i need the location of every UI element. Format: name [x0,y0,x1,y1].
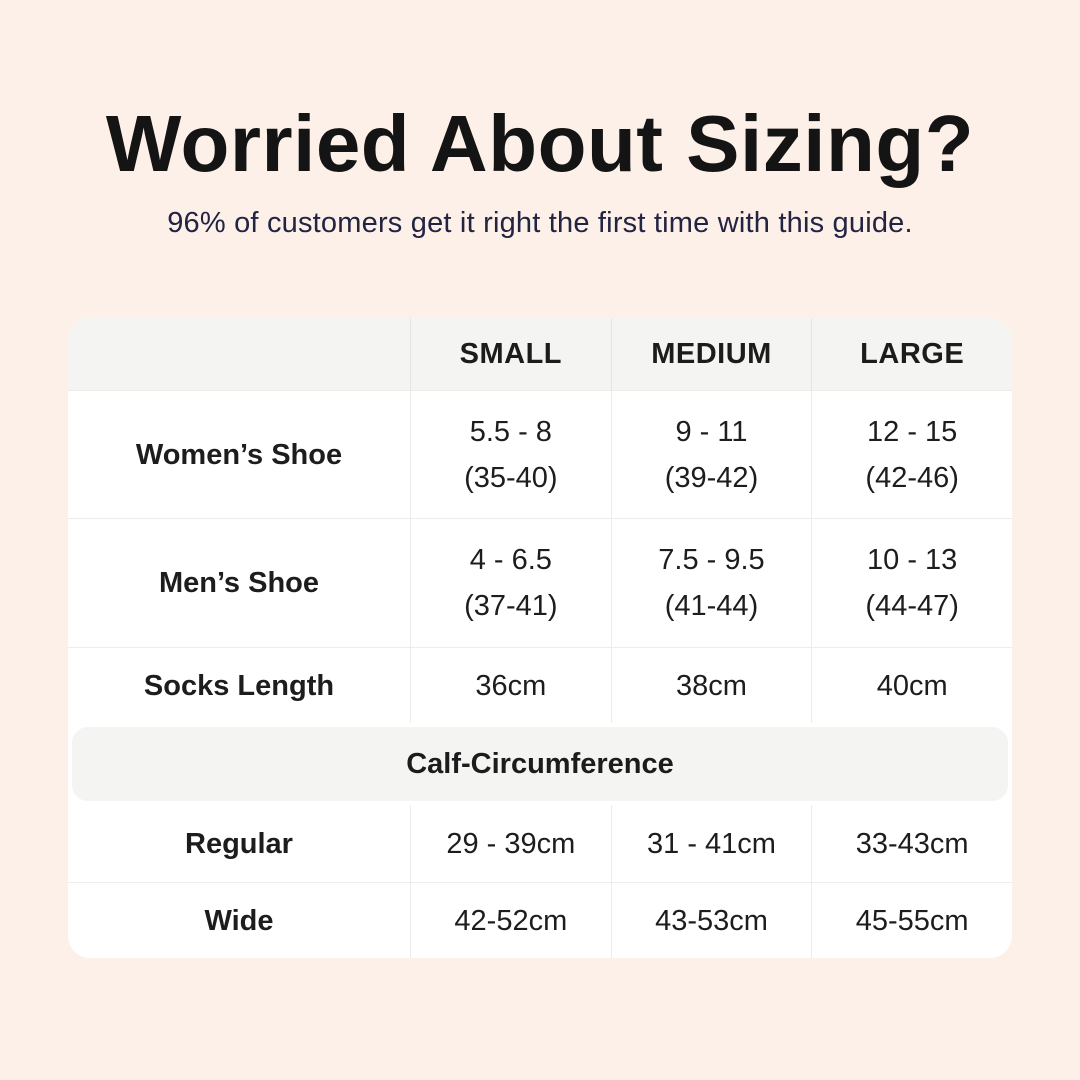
row-label: Socks Length [143,669,335,702]
cell-value: 7.5 - 9.5 (41-44) [610,519,812,647]
cell-line: (41-44) [664,590,759,622]
cell-line: 7.5 - 9.5 [658,544,765,576]
cell-line: 4 - 6.5 [469,544,552,576]
cell-value: 40cm [811,648,1012,723]
page-subtitle: 96% of customers get it right the first … [167,207,913,239]
cell-value: 5.5 - 8 (35-40) [410,391,611,518]
cell-value: 33-43cm [811,805,1012,882]
row-label: Wide [204,904,274,937]
cell-line: 33-43cm [855,827,969,860]
cell-value: 43-53cm [610,883,812,958]
cell-line: 38cm [676,669,747,702]
cell-value: 29 - 39cm [410,805,611,882]
cell-line: 31 - 41cm [647,827,776,860]
row-label: Regular [185,827,293,860]
cell-value: 36cm [410,648,611,723]
size-chart-table: SMALL MEDIUM LARGE Women’s Shoe 5.5 - 8 … [68,318,1012,958]
cell-value: 12 - 15 (42-46) [811,391,1012,518]
cell-value: 9 - 11 (39-42) [610,391,812,518]
table-row-wide: Wide 42-52cm 43-53cm 45-55cm [68,882,1012,958]
cell-line: 9 - 11 [675,415,748,448]
page-title: Worried About Sizing? [105,99,975,188]
cell-line: 36cm [475,669,547,702]
column-header-small: SMALL [410,318,611,390]
cell-value: 31 - 41cm [610,805,812,882]
section-header-calf-circumference: Calf-Circumference [72,727,1008,801]
cell-value: 10 - 13 (44-47) [811,519,1012,647]
cell-line: 43-53cm [655,904,768,937]
cell-line: (39-42) [664,461,759,494]
cell-line: 5.5 - 8 [469,415,552,448]
cell-line: 45-55cm [855,904,969,937]
cell-line: 29 - 39cm [446,827,576,860]
table-header-row: SMALL MEDIUM LARGE [68,318,1012,390]
cell-value: 45-55cm [811,883,1012,958]
corner-cell [68,318,410,390]
table-row-regular: Regular 29 - 39cm 31 - 41cm 33-43cm [68,805,1012,882]
cell-line: 12 - 15 [867,415,958,448]
cell-line: 40cm [876,669,948,702]
table-row-socks-length: Socks Length 36cm 38cm 40cm [68,647,1012,723]
column-header-large: LARGE [811,318,1012,390]
column-header-medium: MEDIUM [610,318,812,390]
cell-line: 42-52cm [454,904,568,937]
cell-line: (35-40) [464,461,558,494]
cell-value: 42-52cm [410,883,611,958]
table-row-mens-shoe: Men’s Shoe 4 - 6.5 (37-41) 7.5 - 9.5 (41… [68,518,1012,647]
row-label: Men’s Shoe [158,567,320,599]
section-header-row: Calf-Circumference [68,723,1012,805]
cell-value: 38cm [610,648,812,723]
cell-line: 10 - 13 [867,544,958,576]
cell-line: (44-47) [865,590,959,622]
cell-line: (42-46) [865,461,959,494]
cell-line: (37-41) [464,590,558,622]
row-label: Women’s Shoe [135,438,343,471]
cell-value: 4 - 6.5 (37-41) [410,519,611,647]
table-row-womens-shoe: Women’s Shoe 5.5 - 8 (35-40) 9 - 11 (39-… [68,390,1012,518]
